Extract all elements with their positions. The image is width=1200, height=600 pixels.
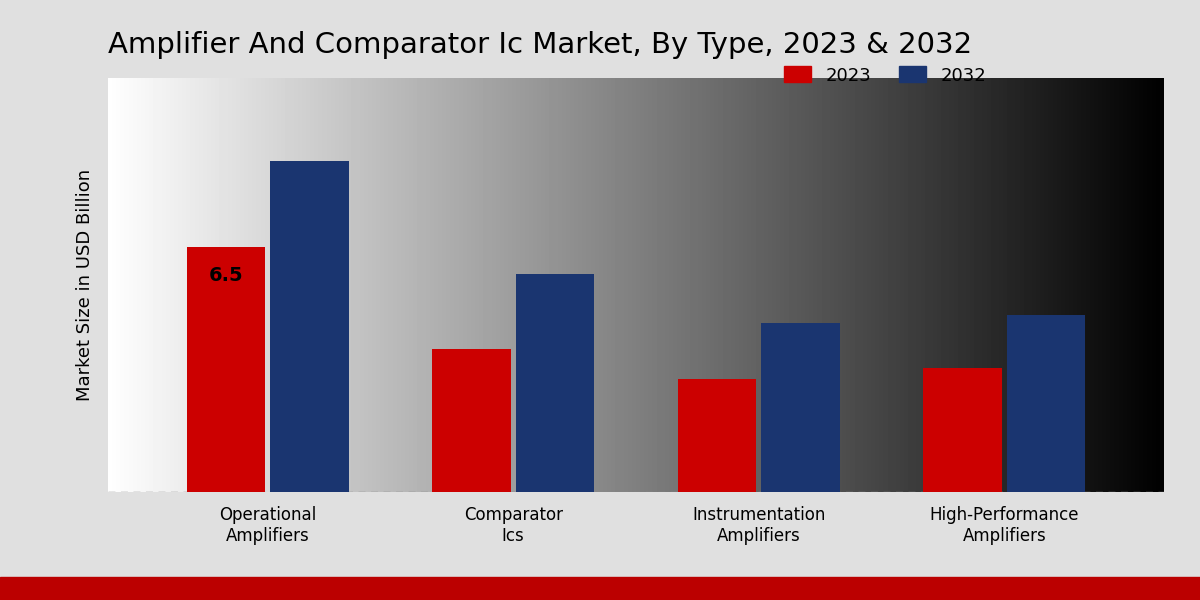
Bar [516, 274, 594, 492]
Bar [270, 161, 349, 492]
Bar [186, 247, 265, 492]
Bar [761, 323, 840, 492]
Bar [923, 368, 1002, 492]
Bar [678, 379, 756, 492]
Bar [1007, 315, 1086, 492]
Bar [432, 349, 511, 492]
Text: 6.5: 6.5 [209, 266, 244, 285]
Y-axis label: Market Size in USD Billion: Market Size in USD Billion [76, 169, 94, 401]
Text: Amplifier And Comparator Ic Market, By Type, 2023 & 2032: Amplifier And Comparator Ic Market, By T… [108, 31, 972, 59]
Legend: 2023, 2032: 2023, 2032 [785, 67, 986, 85]
